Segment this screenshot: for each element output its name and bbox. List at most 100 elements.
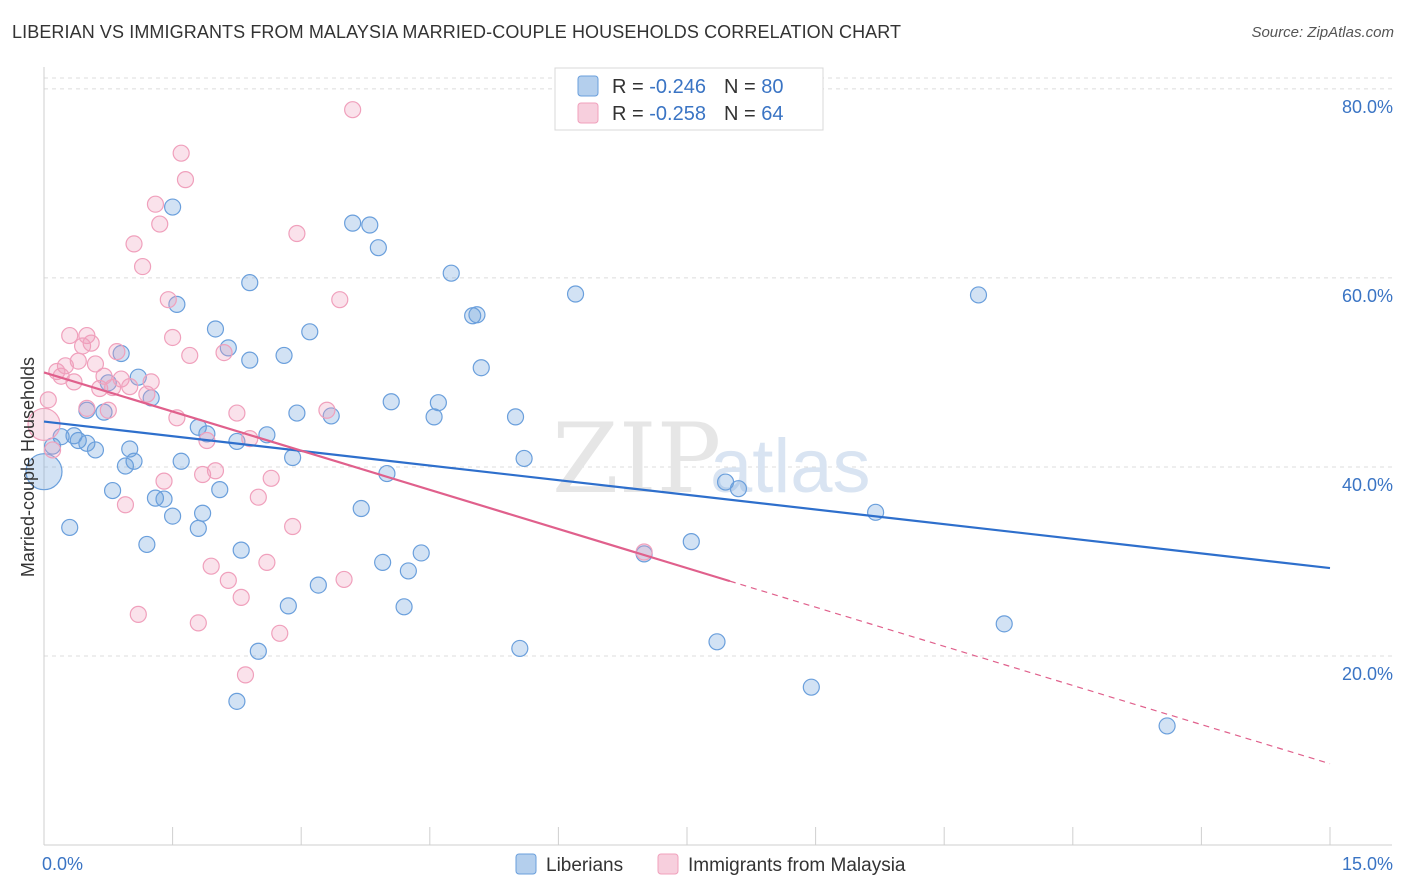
stats-swatch bbox=[577, 75, 599, 97]
liberians-point bbox=[472, 359, 490, 377]
liberians-point bbox=[279, 597, 297, 615]
malaysia-point bbox=[262, 469, 280, 487]
y-tick-label: 60.0% bbox=[1342, 286, 1393, 306]
watermark-atlas: atlas bbox=[710, 424, 871, 509]
liberians-point bbox=[288, 404, 306, 422]
liberians-point bbox=[309, 576, 327, 594]
liberians-point bbox=[164, 198, 182, 216]
liberians-point bbox=[86, 441, 105, 459]
liberians-trend-line bbox=[43, 420, 1331, 570]
malaysia-point bbox=[181, 346, 199, 365]
malaysia-point bbox=[39, 391, 57, 409]
malaysia-point bbox=[249, 488, 267, 506]
malaysia-point bbox=[344, 101, 362, 119]
watermark-zip: ZIP bbox=[552, 403, 721, 515]
malaysia-point bbox=[164, 328, 182, 347]
liberians-point bbox=[232, 541, 250, 559]
legend-swatch bbox=[515, 853, 537, 875]
liberians-point bbox=[284, 448, 302, 467]
n-label: N = bbox=[724, 76, 761, 98]
malaysia-point bbox=[86, 355, 105, 373]
malaysia-point bbox=[82, 334, 100, 352]
malaysia-point bbox=[43, 441, 62, 459]
malaysia-point bbox=[318, 401, 336, 419]
malaysia-point bbox=[151, 215, 169, 233]
malaysia-point bbox=[155, 472, 173, 490]
x-tick-label: 15.0% bbox=[1342, 854, 1393, 874]
malaysia-point bbox=[78, 399, 96, 417]
malaysia-point bbox=[202, 557, 220, 575]
malaysia-point bbox=[189, 614, 207, 632]
liberians-point bbox=[125, 452, 143, 470]
malaysia-point bbox=[129, 605, 147, 623]
malaysia-point bbox=[206, 462, 225, 480]
liberians-point bbox=[103, 481, 122, 500]
r-value: -0.246 bbox=[649, 76, 706, 98]
liberians-point bbox=[211, 481, 229, 499]
liberians-point bbox=[374, 553, 392, 572]
malaysia-point bbox=[56, 357, 75, 375]
malaysia-point bbox=[125, 235, 143, 253]
malaysia-point bbox=[159, 291, 177, 309]
malaysia-point bbox=[121, 378, 139, 396]
legend: Liberians Immigrants from Malaysia bbox=[515, 853, 906, 876]
liberians-point bbox=[194, 504, 212, 522]
liberians-point bbox=[425, 408, 443, 426]
liberians-point bbox=[969, 286, 988, 304]
malaysia-point bbox=[335, 570, 353, 589]
chart-title: LIBERIAN VS IMMIGRANTS FROM MALAYSIA MAR… bbox=[12, 22, 902, 42]
chart-source: Source: ZipAtlas.com bbox=[1251, 24, 1394, 41]
liberians-point bbox=[25, 453, 63, 491]
malaysia-point bbox=[194, 465, 212, 484]
liberians-point bbox=[61, 518, 79, 537]
malaysia-point bbox=[271, 624, 289, 642]
malaysia-point bbox=[284, 517, 302, 536]
liberians-point bbox=[566, 285, 585, 303]
malaysia-point bbox=[258, 553, 276, 572]
liberians-point bbox=[78, 434, 96, 452]
liberians-point bbox=[301, 323, 319, 341]
stats-swatch bbox=[577, 102, 599, 124]
liberians-point bbox=[1158, 717, 1176, 735]
liberians-point bbox=[399, 562, 417, 580]
liberians-point bbox=[802, 678, 820, 696]
liberians-point bbox=[729, 480, 748, 498]
malaysia-point bbox=[176, 171, 195, 189]
liberians-point bbox=[198, 425, 216, 443]
liberians-point bbox=[146, 489, 165, 507]
liberians-point bbox=[155, 490, 173, 508]
malaysia-point bbox=[331, 291, 349, 309]
r-label: R = bbox=[612, 76, 649, 98]
liberians-point bbox=[429, 394, 447, 412]
liberians-point bbox=[189, 519, 207, 537]
malaysia-point bbox=[116, 496, 135, 514]
malaysia-point bbox=[288, 224, 306, 243]
legend-label: Immigrants from Malaysia bbox=[688, 855, 906, 876]
liberians-point bbox=[249, 642, 267, 660]
y-tick-label: 40.0% bbox=[1342, 475, 1393, 495]
legend-swatch bbox=[657, 853, 679, 875]
liberians-point bbox=[511, 639, 529, 658]
malaysia-point bbox=[95, 367, 113, 385]
malaysia-point bbox=[108, 343, 126, 361]
malaysia-trend-line bbox=[43, 371, 731, 583]
liberians-point bbox=[164, 507, 182, 525]
liberians-point bbox=[241, 274, 259, 292]
stats-box-frame bbox=[554, 67, 824, 131]
malaysia-point bbox=[215, 343, 233, 362]
liberians-point bbox=[168, 295, 186, 313]
liberians-point bbox=[442, 264, 460, 282]
malaysia-point bbox=[236, 666, 255, 684]
liberians-point bbox=[138, 535, 156, 554]
liberians-point bbox=[395, 598, 413, 616]
liberians-point bbox=[241, 351, 259, 369]
trend-lines bbox=[43, 371, 1331, 765]
stats-row: R = -0.246 N = 80 bbox=[612, 76, 783, 98]
liberians-point bbox=[206, 320, 225, 338]
malaysia-point bbox=[219, 571, 237, 589]
liberians-point bbox=[116, 457, 135, 475]
malaysia-point bbox=[99, 401, 117, 419]
legend-label: Liberians bbox=[546, 855, 623, 876]
r-value: -0.258 bbox=[649, 103, 706, 125]
